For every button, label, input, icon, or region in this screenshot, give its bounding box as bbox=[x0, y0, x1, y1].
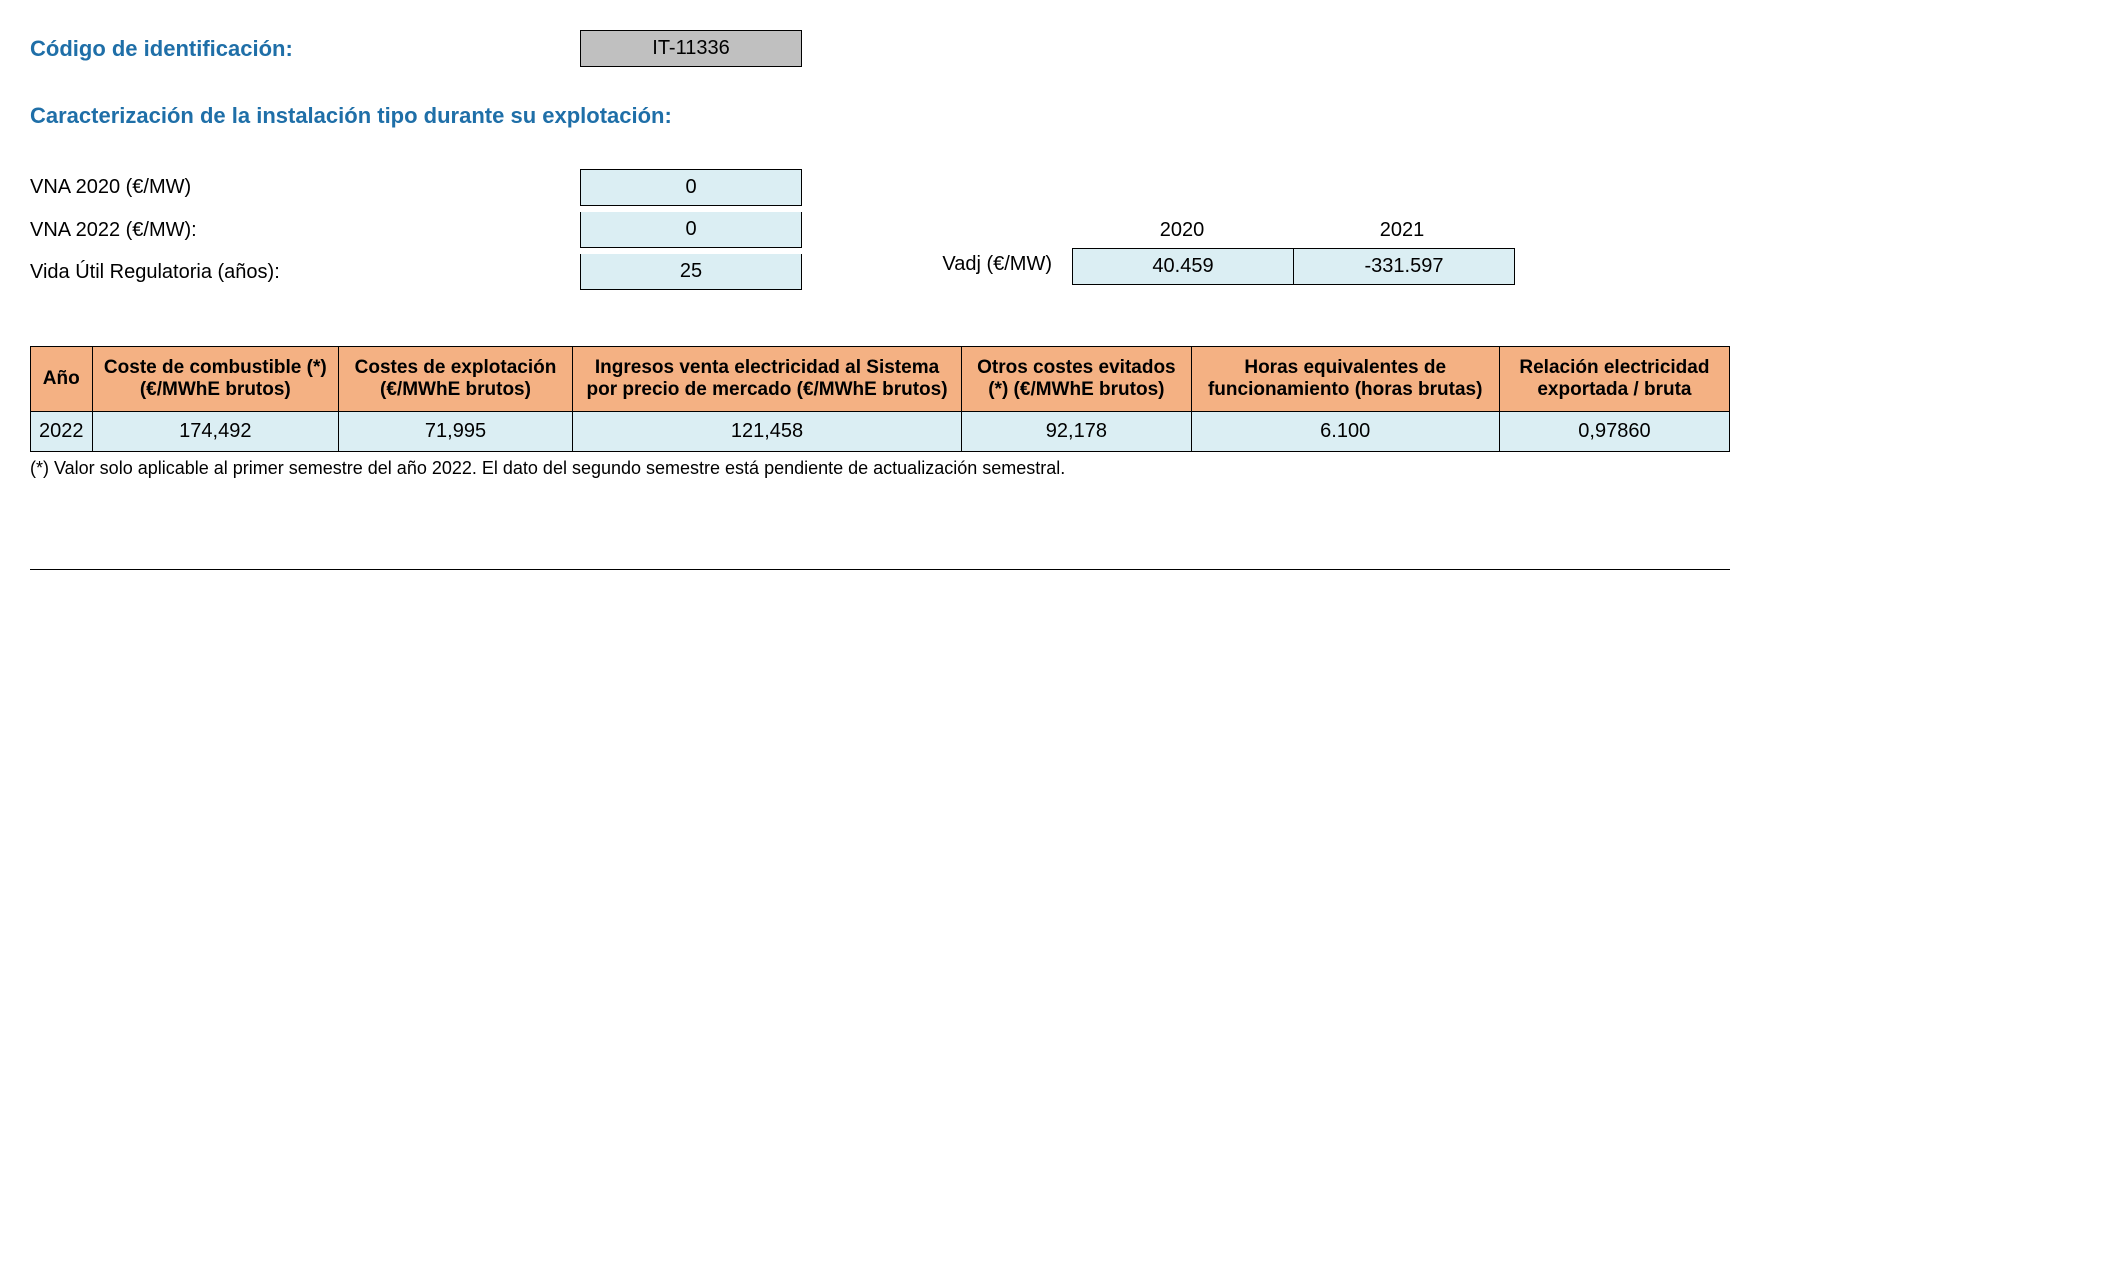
col-5: Horas equivalentes de funcionamiento (ho… bbox=[1191, 347, 1499, 412]
col-2: Costes de explotación (€/MWhE brutos) bbox=[339, 347, 573, 412]
vida-value: 25 bbox=[580, 254, 802, 290]
table-row: 2022 174,492 71,995 121,458 92,178 6.100… bbox=[31, 412, 1730, 452]
cell-0-3: 121,458 bbox=[572, 412, 961, 452]
vida-label: Vida Útil Regulatoria (años): bbox=[30, 261, 580, 284]
vna2020-value: 0 bbox=[580, 169, 802, 206]
vadj-label: Vadj (€/MW) bbox=[942, 253, 1052, 276]
section-title: Caracterización de la instalación tipo d… bbox=[30, 103, 2096, 129]
vadj-year-0: 2020 bbox=[1072, 213, 1292, 248]
vna2022-value: 0 bbox=[580, 212, 802, 248]
vna2020-label: VNA 2020 (€/MW) bbox=[30, 176, 580, 199]
data-table: Año Coste de combustible (*) (€/MWhE bru… bbox=[30, 346, 1730, 452]
cell-0-0: 2022 bbox=[31, 412, 93, 452]
id-label: Código de identificación: bbox=[30, 36, 580, 62]
cell-0-5: 6.100 bbox=[1191, 412, 1499, 452]
col-6: Relación electricidad exportada / bruta bbox=[1499, 347, 1729, 412]
vadj-value-0: 40.459 bbox=[1072, 248, 1294, 285]
cell-0-2: 71,995 bbox=[339, 412, 573, 452]
cell-0-6: 0,97860 bbox=[1499, 412, 1729, 452]
col-4: Otros costes evitados (*) (€/MWhE brutos… bbox=[962, 347, 1191, 412]
cell-0-1: 174,492 bbox=[92, 412, 339, 452]
separator bbox=[30, 569, 1730, 570]
col-3: Ingresos venta electricidad al Sistema p… bbox=[572, 347, 961, 412]
vadj-year-1: 2021 bbox=[1292, 213, 1512, 248]
col-1: Coste de combustible (*) (€/MWhE brutos) bbox=[92, 347, 339, 412]
vna2022-label: VNA 2022 (€/MW): bbox=[30, 219, 580, 242]
cell-0-4: 92,178 bbox=[962, 412, 1191, 452]
table-footnote: (*) Valor solo aplicable al primer semes… bbox=[30, 458, 2096, 479]
id-value-box: IT-11336 bbox=[580, 30, 802, 67]
col-0: Año bbox=[31, 347, 93, 412]
vadj-value-1: -331.597 bbox=[1294, 248, 1515, 285]
